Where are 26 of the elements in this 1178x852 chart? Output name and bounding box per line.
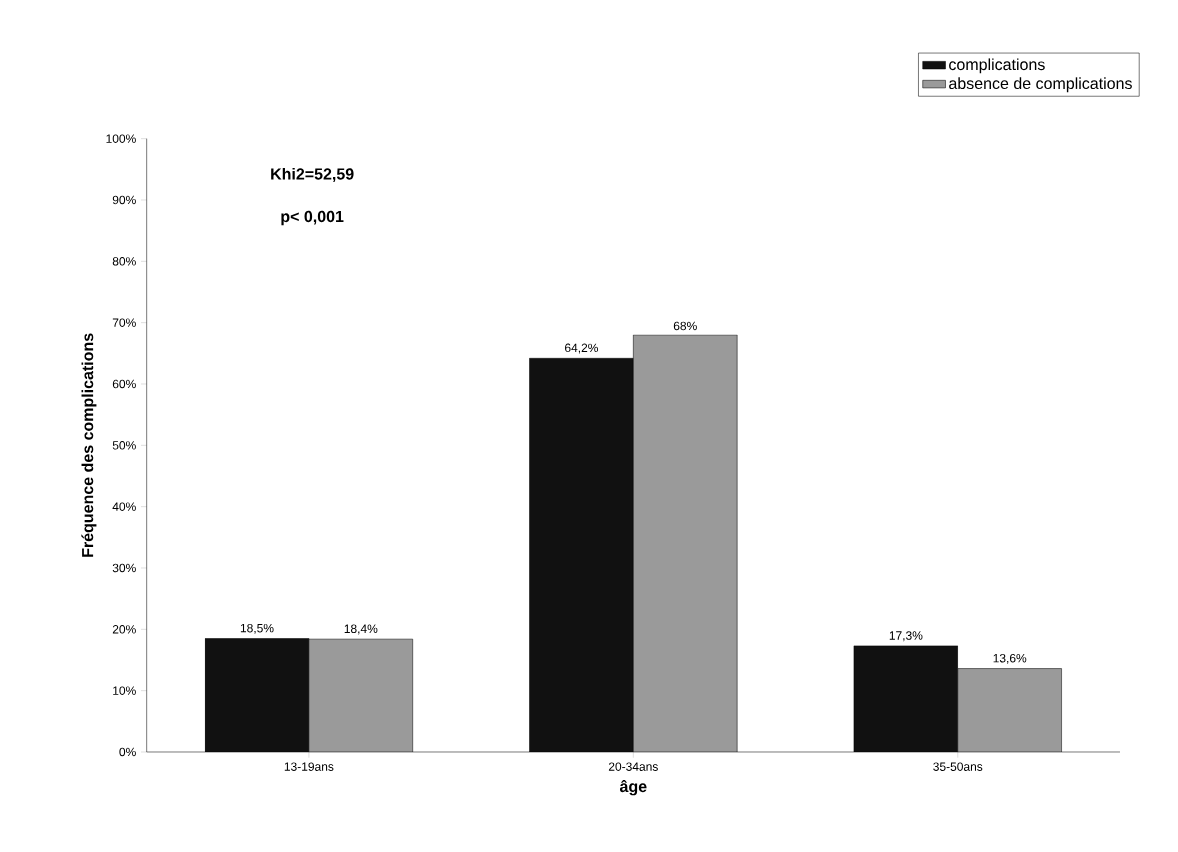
y-tick-label: 80% bbox=[112, 257, 136, 266]
data-label: 68% bbox=[673, 321, 697, 331]
y-tick-label: 40% bbox=[112, 502, 136, 511]
data-label: 17,3% bbox=[889, 631, 923, 642]
x-tick-label: 35-50ans bbox=[933, 762, 983, 771]
data-label: 64,2% bbox=[565, 343, 599, 354]
x-tick-label: 20-34ans bbox=[608, 762, 658, 771]
y-tick-label: 0% bbox=[119, 747, 136, 757]
y-tick-label: 50% bbox=[112, 441, 136, 450]
annotation: p< 0,001 bbox=[281, 210, 344, 226]
y-tick-label: 30% bbox=[112, 563, 136, 573]
y-tick-label: 60% bbox=[112, 379, 136, 389]
data-label: 18,4% bbox=[344, 624, 378, 635]
legend-label: absence de complications bbox=[949, 77, 1132, 93]
annotation: Khi2=52,59 bbox=[271, 167, 354, 182]
y-tick-label: 100% bbox=[106, 134, 136, 143]
y-tick-label: 20% bbox=[112, 625, 136, 634]
y-tick-label: 10% bbox=[113, 686, 136, 695]
data-label: 13,6% bbox=[993, 653, 1027, 664]
y-axis-title: Fréquence des complications bbox=[81, 333, 97, 557]
data-label: 18,5% bbox=[240, 623, 274, 634]
x-tick-label: 13-19ans bbox=[284, 762, 334, 771]
legend-label: complications bbox=[949, 58, 1045, 74]
x-axis-title: âge bbox=[619, 780, 647, 796]
y-tick-label: 70% bbox=[112, 318, 136, 327]
y-tick-label: 90% bbox=[112, 195, 136, 205]
